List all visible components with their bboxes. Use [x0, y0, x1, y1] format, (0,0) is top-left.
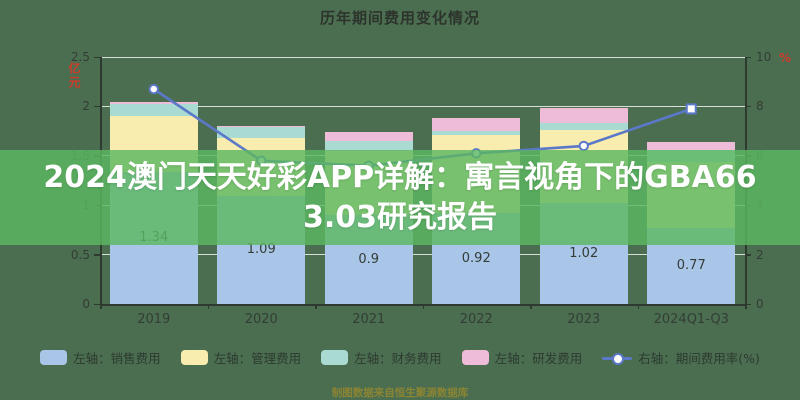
x-axis-tick [637, 304, 639, 309]
left-axis-unit: 亿元 [67, 62, 81, 90]
left-axis-tick-label: 0 [82, 297, 90, 311]
bar-segment [432, 118, 521, 132]
right-axis-tick-label: 0 [756, 297, 764, 311]
legend-item-series-3[interactable]: 左轴：研发费用 [461, 348, 583, 367]
x-axis-tick [422, 304, 424, 309]
banner-text-line2: 3.03研究报告 [302, 199, 498, 235]
x-axis-tick [745, 304, 747, 309]
bar-value-label: 0.77 [676, 257, 706, 273]
right-axis-tick [745, 254, 751, 256]
left-axis-tick [94, 105, 100, 108]
right-axis-tick [745, 303, 751, 305]
x-axis-tick [100, 304, 102, 309]
legend-item-expense-rate[interactable]: 右轴：期间费用率(%) [602, 348, 760, 367]
right-axis-tick-label: 2 [756, 247, 764, 262]
x-axis-label: 2023 [567, 312, 601, 327]
x-axis-label: 2020 [244, 312, 278, 327]
legend-swatch-icon [180, 350, 208, 365]
x-axis-label: 2022 [459, 312, 493, 327]
x-axis-label: 2021 [352, 312, 386, 327]
left-axis-tick [94, 303, 100, 305]
bar-segment [217, 126, 306, 128]
legend-swatch-icon [40, 350, 68, 365]
legend-item-series-0[interactable]: 左轴：销售费用 [40, 348, 161, 367]
x-axis-label: 2024Q1-Q3 [653, 312, 729, 327]
left-axis-tick-label: 2 [82, 99, 90, 114]
bar-segment [647, 141, 736, 150]
left-axis-tick [94, 254, 100, 256]
bar-value-label: 1.02 [569, 245, 599, 261]
x-axis-tick [207, 304, 209, 309]
footer-note: 制图数据来自恒生聚源数据库 [331, 387, 469, 399]
chart-title: 历年期间费用变化情况 [319, 9, 480, 27]
right-axis-tick-label: 10 [756, 50, 772, 64]
right-axis-tick [745, 105, 751, 108]
bar-segment [109, 102, 198, 105]
bar-value-label: 1.09 [246, 242, 276, 258]
overlay-banner: 2024澳门天天好彩APP详解：寓言视角下的GBA66 3.03研究报告 [0, 150, 800, 245]
legend-label: 左轴：研发费用 [494, 351, 583, 366]
legend-line-marker-icon [602, 350, 633, 365]
x-axis-tick [530, 304, 532, 309]
legend-label: 左轴：销售费用 [73, 351, 161, 366]
grid-line [100, 56, 745, 58]
legend-label: 左轴：财务费用 [354, 351, 442, 366]
banner-text-line1: 2024澳门天天好彩APP详解：寓言视角下的GBA66 [43, 159, 757, 195]
bar-segment [109, 104, 198, 117]
bar-value-label: 0.92 [461, 250, 491, 266]
legend-label: 右轴：期间费用率(%) [638, 351, 760, 366]
x-axis-label: 2019 [137, 312, 171, 327]
right-axis-tick-label: 8 [756, 99, 764, 114]
legend-item-series-2[interactable]: 左轴：财务费用 [321, 348, 442, 367]
bar-value-label: 0.9 [358, 251, 380, 267]
legend-item-series-1[interactable]: 左轴：管理费用 [180, 348, 302, 367]
legend-swatch-icon [461, 350, 489, 365]
legend-swatch-icon [321, 350, 349, 365]
bar-segment [539, 108, 628, 124]
bar-segment [432, 131, 521, 136]
grid-line [100, 254, 745, 256]
right-axis-unit: % [779, 51, 792, 65]
left-axis-tick [94, 56, 100, 58]
bar-segment [539, 123, 628, 131]
right-axis-tick [745, 56, 751, 58]
legend-label: 左轴：管理费用 [213, 351, 302, 366]
bar-segment [217, 127, 306, 138]
left-axis-tick-label: 2.5 [70, 50, 90, 64]
bar-segment [324, 132, 413, 141]
left-axis-tick-label: 0.5 [70, 247, 90, 262]
legend: 左轴：销售费用 左轴：管理费用 左轴：财务费用 左轴：研发费用 右轴：期间费用率(%) [0, 348, 800, 367]
x-axis-tick [315, 304, 317, 309]
